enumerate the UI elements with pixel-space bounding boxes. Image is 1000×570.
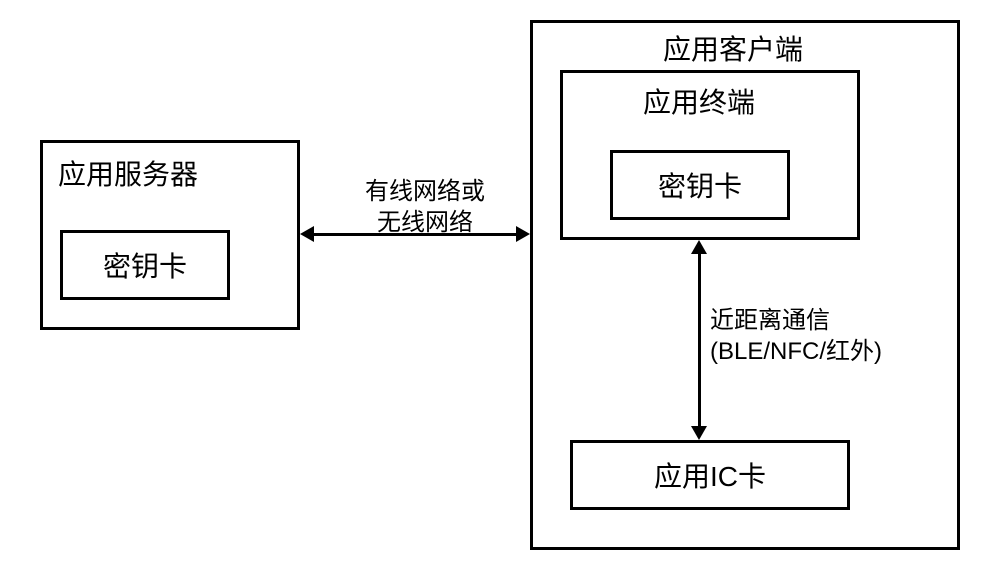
shortrange-arrow-down [691, 426, 707, 440]
network-label-line1: 有线网络或 [365, 178, 485, 205]
shortrange-arrow-up [691, 240, 707, 254]
network-label-line2: 无线网络 [377, 209, 473, 236]
network-label: 有线网络或 无线网络 [350, 176, 500, 238]
shortrange-label-line2: (BLE/NFC/红外) [710, 338, 882, 365]
terminal-keycard-box: 密钥卡 [610, 150, 790, 220]
shortrange-label: 近距离通信 (BLE/NFC/红外) [710, 305, 910, 367]
shortrange-arrow-line [698, 254, 701, 426]
network-arrow-right [516, 226, 530, 242]
server-keycard-label: 密钥卡 [103, 245, 187, 285]
ic-card-box: 应用IC卡 [570, 440, 850, 510]
network-arrow-left [300, 226, 314, 242]
server-keycard-box: 密钥卡 [60, 230, 230, 300]
terminal-keycard-label: 密钥卡 [658, 165, 742, 205]
shortrange-label-line1: 近距离通信 [710, 307, 830, 334]
client-title: 应用客户端 [663, 28, 803, 68]
server-title: 应用服务器 [58, 153, 198, 193]
terminal-title: 应用终端 [643, 81, 755, 121]
ic-card-label: 应用IC卡 [654, 455, 766, 495]
